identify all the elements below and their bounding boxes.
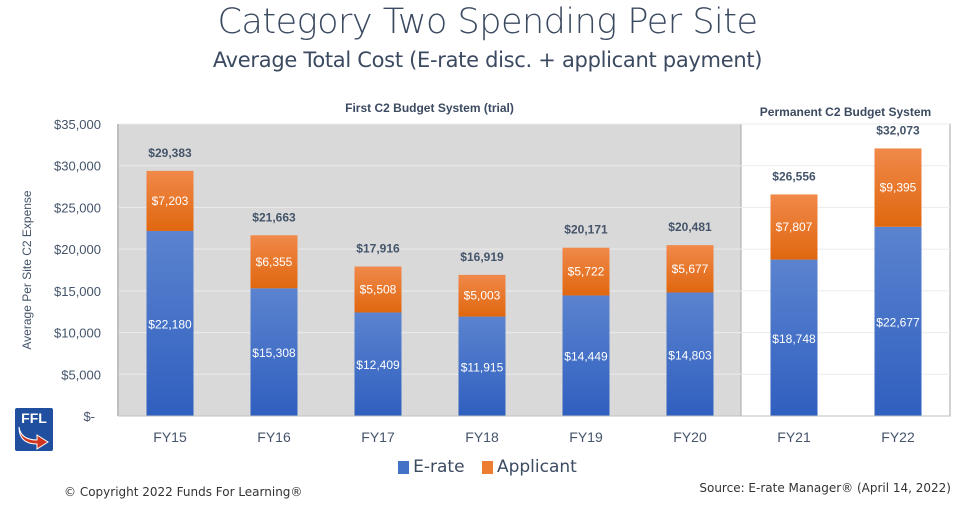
data-label-total: $20,171 [564, 223, 608, 237]
x-tick-label: FY16 [257, 429, 291, 445]
data-label-erate: $14,449 [564, 350, 608, 364]
y-tick-label: $- [83, 409, 95, 424]
data-label-total: $21,663 [252, 210, 296, 224]
legend-item-applicant[interactable]: Applicant [481, 457, 577, 477]
data-label-applicant: $6,355 [256, 255, 293, 269]
data-label-erate: $22,677 [876, 315, 920, 329]
data-label-erate: $11,915 [461, 360, 504, 374]
data-label-total: $29,383 [148, 146, 192, 160]
y-tick-label: $25,000 [54, 200, 101, 215]
region-label-trial: First C2 Budget System (trial) [345, 101, 514, 115]
bar-erate [146, 230, 194, 416]
y-axis-title: Average Per Site C2 Expense [20, 190, 34, 350]
x-tick-label: FY18 [465, 429, 499, 445]
x-tick-label: FY20 [673, 429, 707, 445]
data-label-applicant: $5,722 [568, 265, 605, 279]
data-label-total: $32,073 [876, 123, 920, 137]
x-tick-label: FY22 [881, 429, 915, 445]
y-tick-label: $5,000 [61, 367, 101, 382]
bar-applicant [354, 266, 402, 313]
legend: E-rate Applicant [0, 457, 975, 479]
y-tick-label: $10,000 [54, 326, 101, 341]
legend-label-applicant: Applicant [496, 457, 577, 477]
bar-erate [250, 288, 298, 416]
data-label-erate: $22,180 [148, 317, 192, 331]
legend-label-erate: E-rate [413, 457, 465, 477]
x-tick-label: FY19 [569, 429, 603, 445]
y-tick-label: $35,000 [54, 117, 101, 132]
data-label-applicant: $9,395 [880, 181, 917, 195]
bar-applicant [146, 170, 194, 231]
region-trial-background [118, 124, 741, 416]
data-label-total: $26,556 [772, 169, 816, 183]
bar-applicant [666, 245, 714, 293]
legend-swatch-erate [398, 460, 410, 474]
legend-item-erate[interactable]: E-rate [398, 457, 465, 477]
data-label-total: $17,916 [356, 242, 400, 256]
x-tick-label: FY15 [153, 429, 187, 445]
chart-subtitle: Average Total Cost (E-rate disc. + appli… [212, 48, 763, 72]
bar-erate [458, 316, 506, 416]
data-label-applicant: $7,807 [776, 220, 813, 234]
bar-applicant [874, 148, 922, 227]
data-label-total: $16,919 [460, 250, 504, 264]
bar-erate [770, 259, 818, 416]
ffl-arrow-logo-icon: FFL [15, 408, 53, 451]
y-tick-label: $20,000 [54, 242, 101, 257]
bar-erate [666, 292, 714, 416]
data-label-applicant: $5,003 [464, 289, 501, 303]
data-label-applicant: $7,203 [152, 194, 189, 208]
y-tick-label: $15,000 [54, 284, 101, 299]
y-tick-label: $30,000 [54, 159, 101, 174]
data-label-erate: $18,748 [772, 332, 816, 346]
bar-applicant [562, 247, 610, 296]
x-tick-label: FY17 [361, 429, 395, 445]
bar-applicant [250, 235, 298, 289]
bar-erate [354, 312, 402, 416]
data-label-total: $20,481 [668, 220, 712, 234]
ffl-logo: FFL [15, 408, 53, 451]
chart-title: Category Two Spending Per Site [217, 2, 758, 42]
source-text: Source: E-rate Manager® (April 14, 2022) [699, 481, 951, 495]
bar-applicant [770, 194, 818, 260]
copyright-text: © Copyright 2022 Funds For Learning® [64, 485, 303, 499]
data-label-erate: $15,308 [252, 346, 296, 360]
bar-erate [874, 226, 922, 416]
data-label-applicant: $5,508 [360, 282, 397, 296]
data-label-applicant: $5,677 [672, 262, 709, 276]
data-label-erate: $12,409 [356, 358, 400, 372]
logo-text: FFL [21, 410, 47, 426]
legend-swatch-applicant [481, 460, 493, 474]
region-label-permanent: Permanent C2 Budget System [760, 105, 931, 119]
data-label-erate: $14,803 [668, 348, 712, 362]
x-tick-label: FY21 [777, 429, 811, 445]
bar-erate [562, 295, 610, 416]
bar-applicant [458, 274, 506, 317]
